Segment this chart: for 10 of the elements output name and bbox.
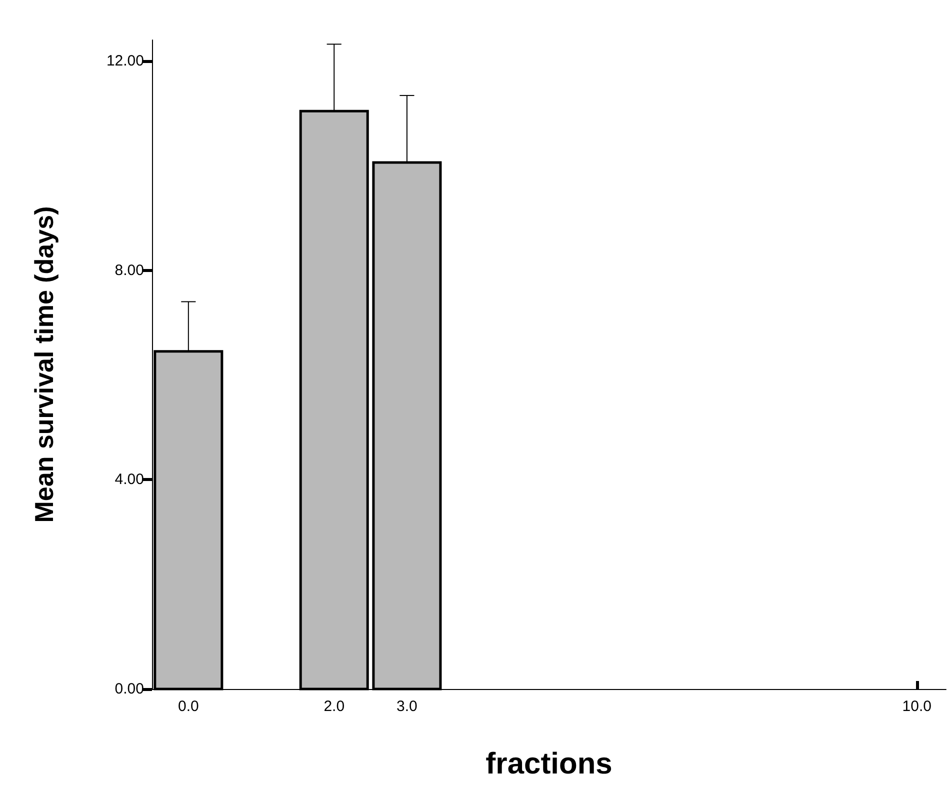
x-tick-label: 0.0 [178, 698, 199, 715]
x-tick-label: 3.0 [396, 698, 418, 715]
y-tick-label: 0.00 [114, 680, 144, 698]
x-tick-label: 2.0 [324, 698, 345, 715]
y-tick-label: 12.00 [106, 52, 144, 70]
x-axis-title: fractions [486, 748, 612, 780]
y-axis-title: Mean survival time (days) [29, 206, 59, 523]
y-tick-label: 8.00 [114, 262, 144, 279]
x-tick-label: 10.0 [902, 698, 932, 715]
y-tick-label: 4.00 [114, 471, 144, 488]
